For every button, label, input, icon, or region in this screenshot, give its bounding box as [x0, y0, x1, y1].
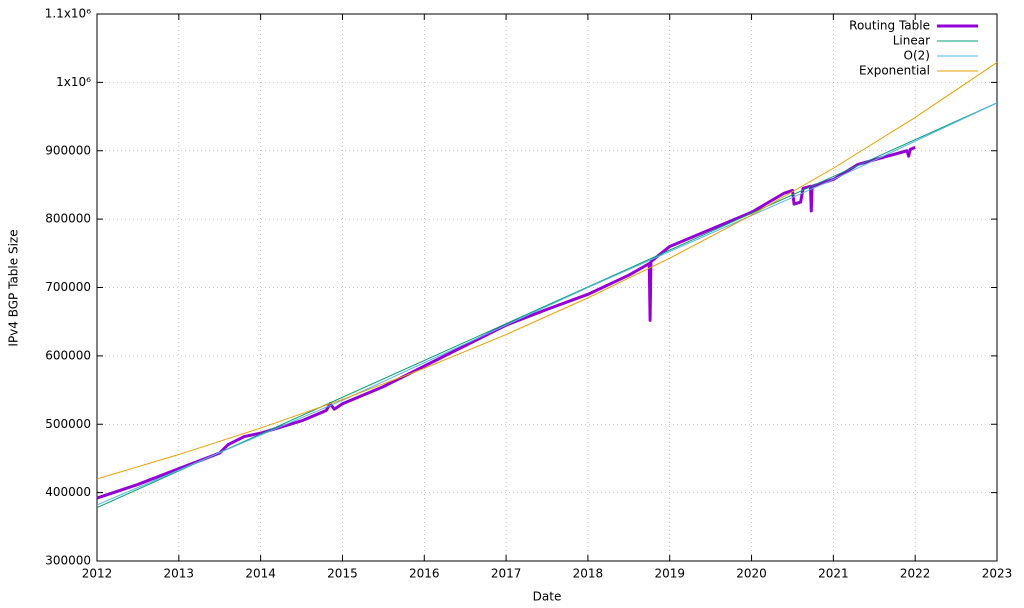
y-tick-label: 1.1x10⁶: [45, 7, 91, 21]
x-tick-label: 2015: [327, 567, 358, 581]
x-tick-label: 2017: [491, 567, 522, 581]
series-line: [96, 61, 998, 480]
x-tick-label: 2018: [573, 567, 604, 581]
legend-label: Linear: [893, 34, 930, 48]
y-tick-label: 1x10⁶: [56, 75, 91, 89]
y-tick-label: 500000: [45, 417, 91, 431]
plot-border: [96, 13, 998, 562]
y-tick-label: 600000: [45, 348, 91, 362]
series-line: [96, 102, 998, 509]
legend-label: Exponential: [859, 64, 930, 78]
x-tick-label: 2023: [982, 567, 1013, 581]
y-tick-label: 700000: [45, 280, 91, 294]
y-tick-label: 400000: [45, 485, 91, 499]
x-tick-label: 2020: [736, 567, 767, 581]
legend-label: O(2): [904, 49, 930, 63]
y-tick-label: 300000: [45, 554, 91, 568]
x-tick-label: 2021: [818, 567, 849, 581]
y-axis-label: IPv4 BGP Table Size: [7, 229, 21, 346]
x-tick-label: 2016: [409, 567, 440, 581]
series-line: [96, 102, 998, 506]
legend-label: Routing Table: [849, 19, 930, 33]
x-tick-label: 2014: [245, 567, 276, 581]
x-tick-label: 2019: [654, 567, 685, 581]
y-tick-label: 900000: [45, 143, 91, 157]
y-tick-label: 800000: [45, 212, 91, 226]
x-tick-label: 2013: [164, 567, 195, 581]
x-tick-label: 2012: [82, 567, 113, 581]
x-tick-label: 2022: [900, 567, 931, 581]
x-axis-label: Date: [533, 590, 562, 604]
